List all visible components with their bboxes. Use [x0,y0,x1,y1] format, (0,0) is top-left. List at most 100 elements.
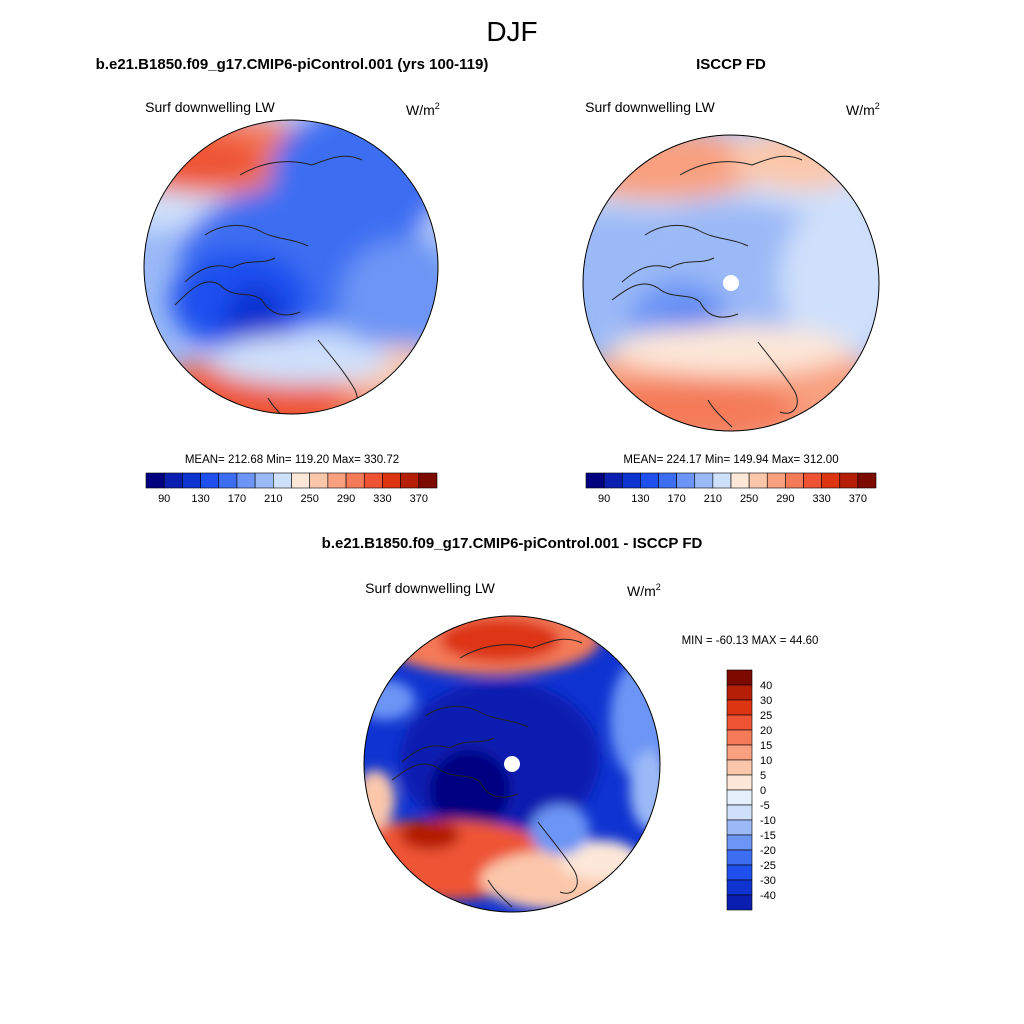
panel-model-title: b.e21.B1850.f09_g17.CMIP6-piControl.001 … [96,56,489,73]
colorbar-tick-label: 15 [760,740,772,752]
panel-model-stats: MEAN= 212.68 Min= 119.20 Max= 330.72 [185,454,399,466]
colorbar-tick-label: 5 [760,770,766,782]
colorbar-swatch [821,472,841,489]
colorbar-tick-label: 170 [667,493,685,505]
colorbar-tick-label: -40 [760,890,776,902]
colorbar-swatch [400,472,420,489]
colorbar-swatch [726,804,753,821]
colorbar-swatch [418,472,438,489]
colorbar-swatch [309,472,329,489]
colorbar-swatch [145,472,165,489]
colorbar-swatch [712,472,732,489]
panel-obs-stats: MEAN= 224.17 Min= 149.94 Max= 312.00 [623,454,838,466]
colorbar-swatch [726,699,753,716]
colorbar-tick-label: -15 [760,830,776,842]
colorbar-swatch [382,472,401,489]
figure-title: DJF [486,16,537,47]
colorbar-tick-label: 170 [228,493,246,505]
colorbar-tick-label: 210 [704,493,722,505]
panel-diff-units: W/m2 [627,582,661,599]
colorbar-swatch [640,472,659,489]
panel-diff-map [364,616,660,912]
colorbar-swatch [327,472,347,489]
colorbar-tick-label: 90 [598,493,610,505]
panel-model-colorbar: 90 130 170 210 250 290 330 370 [145,472,438,505]
panel-model: b.e21.B1850.f09_g17.CMIP6-piControl.001 … [96,56,489,505]
colorbar-tick-label: -5 [760,800,770,812]
colorbar-swatch [785,472,804,489]
colorbar-swatch [726,834,753,851]
colorbar-swatch [726,879,753,896]
colorbar-swatch [658,472,677,489]
colorbar-tick-label: 250 [740,493,758,505]
colorbar-swatch [218,472,238,489]
panel-obs-colorbar: 90 130 170 210 250 290 330 370 [585,472,877,505]
colorbar-swatch [363,472,383,489]
colorbar-tick-label: 40 [760,680,772,692]
colorbar-tick-label: -20 [760,845,776,857]
colorbar-tick-label: 330 [373,493,391,505]
panel-model-map [144,120,438,414]
panel-obs-map [583,135,879,431]
panel-obs-title: ISCCP FD [696,56,766,73]
colorbar-swatch [200,472,220,489]
colorbar-swatch [726,729,753,746]
panel-model-variable: Surf downwelling LW [145,99,275,115]
panel-diff-stats: MIN = -60.13 MAX = 44.60 [682,635,819,647]
colorbar-tick-label: -30 [760,875,776,887]
colorbar-tick-label: -10 [760,815,776,827]
colorbar-swatch [694,472,714,489]
colorbar-swatch [726,774,753,791]
colorbar-tick-label: 370 [410,493,428,505]
colorbar-swatch [748,472,768,489]
colorbar-swatch [726,864,753,881]
colorbar-swatch [163,472,183,489]
colorbar-tick-label: 330 [812,493,830,505]
colorbar-swatch [726,759,753,776]
colorbar-swatch [273,472,292,489]
colorbar-swatch [254,472,274,489]
colorbar-tick-label: 290 [776,493,794,505]
panel-diff-title: b.e21.B1850.f09_g17.CMIP6-piControl.001 … [322,535,703,552]
colorbar-tick-label: -25 [760,860,776,872]
panel-obs-variable: Surf downwelling LW [585,99,715,115]
colorbar-tick-label: 20 [760,725,772,737]
colorbar-tick-label: 10 [760,755,772,767]
colorbar-swatch [621,472,641,489]
panel-obs: ISCCP FD Surf downwelling LW W/m2 [582,56,880,505]
colorbar-swatch [730,472,750,489]
panel-obs-units: W/m2 [846,101,880,118]
colorbar-tick-label: 130 [191,493,209,505]
colorbar-swatch [857,472,877,489]
colorbar-swatch [726,744,753,761]
colorbar-swatch [726,849,753,866]
colorbar-swatch [766,472,786,489]
colorbar-tick-label: 250 [301,493,319,505]
colorbar-swatch [726,789,753,806]
colorbar-swatch [291,472,310,489]
colorbar-swatch [726,714,753,731]
colorbar-swatch [676,472,696,489]
colorbar-swatch [236,472,256,489]
colorbar-swatch [726,819,753,836]
colorbar-swatch [726,894,753,911]
colorbar-tick-label: 370 [849,493,867,505]
colorbar-swatch [603,472,623,489]
panel-model-units: W/m2 [406,101,440,118]
colorbar-swatch [182,472,201,489]
panel-diff-variable: Surf downwelling LW [365,580,495,596]
panel-diff-colorbar: 40 30 25 20 15 10 5 0 -5 -10 -15 -20 -25 -30 -40 [726,669,776,911]
colorbar-swatch [345,472,365,489]
colorbar-swatch [839,472,859,489]
colorbar-tick-label: 0 [760,785,766,797]
colorbar-tick-label: 30 [760,695,772,707]
panel-diff: b.e21.B1850.f09_g17.CMIP6-piControl.001 … [322,535,819,913]
colorbar-swatch [585,472,605,489]
colorbar-tick-label: 90 [158,493,170,505]
colorbar-swatch [726,669,753,686]
colorbar-tick-label: 210 [264,493,282,505]
colorbar-tick-label: 290 [337,493,355,505]
colorbar-swatch [803,472,822,489]
colorbar-swatch [726,684,753,701]
